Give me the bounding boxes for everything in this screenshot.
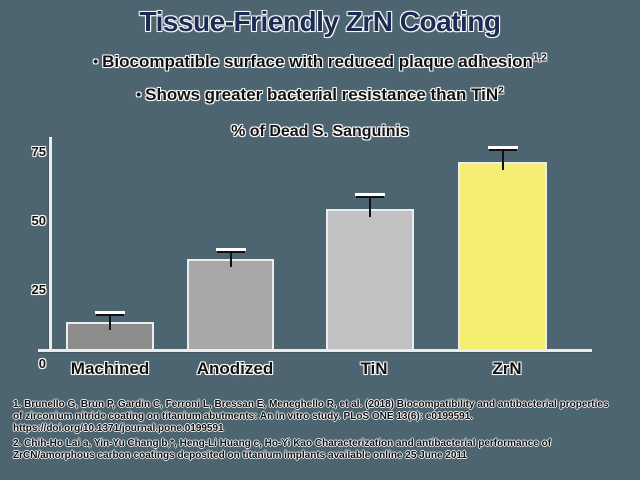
error-bar-stem [369, 198, 371, 217]
x-tick-label-machined: Machined [70, 359, 150, 378]
y-axis-line [49, 137, 52, 352]
bullet-2-superscript: 2 [498, 85, 504, 97]
y-tick-label-50: 50 [31, 213, 46, 228]
error-bar-anodized [215, 248, 246, 267]
error-bar-cap [356, 196, 384, 198]
y-tick-label-0: 0 [38, 356, 46, 371]
bullet-1-text: Biocompatible surface with reduced plaqu… [102, 52, 533, 71]
slide-title: Tissue-Friendly ZrN Coating [139, 6, 501, 37]
error-bar-machined [95, 311, 125, 330]
error-bar-cap [216, 251, 245, 253]
x-tick-label-zrn: ZrN [492, 359, 522, 378]
chart-title: % of Dead S. Sanguinis [231, 123, 409, 140]
x-tick-label-tin: TiN [360, 359, 388, 378]
x-tick-label-anodized: Anodized [196, 359, 274, 378]
bullet-1: • Biocompatible surface with reduced plaq… [0, 52, 640, 72]
footnotes: 1. Brunello G, Brun P, Gardin C, Ferroni… [13, 399, 609, 465]
error-bar-cap-highlight [487, 146, 518, 149]
error-bar-cap-highlight [215, 248, 246, 251]
error-bar-stem [109, 316, 111, 330]
error-bar-cap [488, 149, 517, 151]
error-bar-cap-highlight [355, 193, 385, 196]
bar-anodized [187, 259, 274, 351]
bar-zrn [458, 162, 547, 351]
bar-tin [326, 209, 414, 351]
y-tick-label-75: 75 [31, 144, 46, 159]
bullet-dot: • [136, 86, 142, 102]
error-bar-tin [355, 193, 385, 217]
footnote-1: 1. Brunello G, Brun P, Gardin C, Ferroni… [13, 399, 609, 434]
bullet-dot: • [93, 53, 99, 69]
y-tick-label-25: 25 [31, 282, 46, 297]
x-axis-line [38, 349, 592, 352]
error-bar-cap [96, 314, 124, 316]
error-bar-cap-highlight [95, 311, 125, 314]
bullet-2-text: Shows greater bacterial resistance than … [145, 85, 499, 104]
error-bar-zrn [487, 146, 518, 170]
bullet-2: • Shows greater bacterial resistance than… [0, 85, 640, 105]
error-bar-stem [229, 253, 232, 267]
error-bar-stem [501, 151, 504, 170]
footnote-2: 2. Chih-Ho Lai a, Yin-Yu Chang b,*, Heng… [13, 438, 552, 461]
bullet-1-superscript: 1,2 [532, 52, 547, 64]
